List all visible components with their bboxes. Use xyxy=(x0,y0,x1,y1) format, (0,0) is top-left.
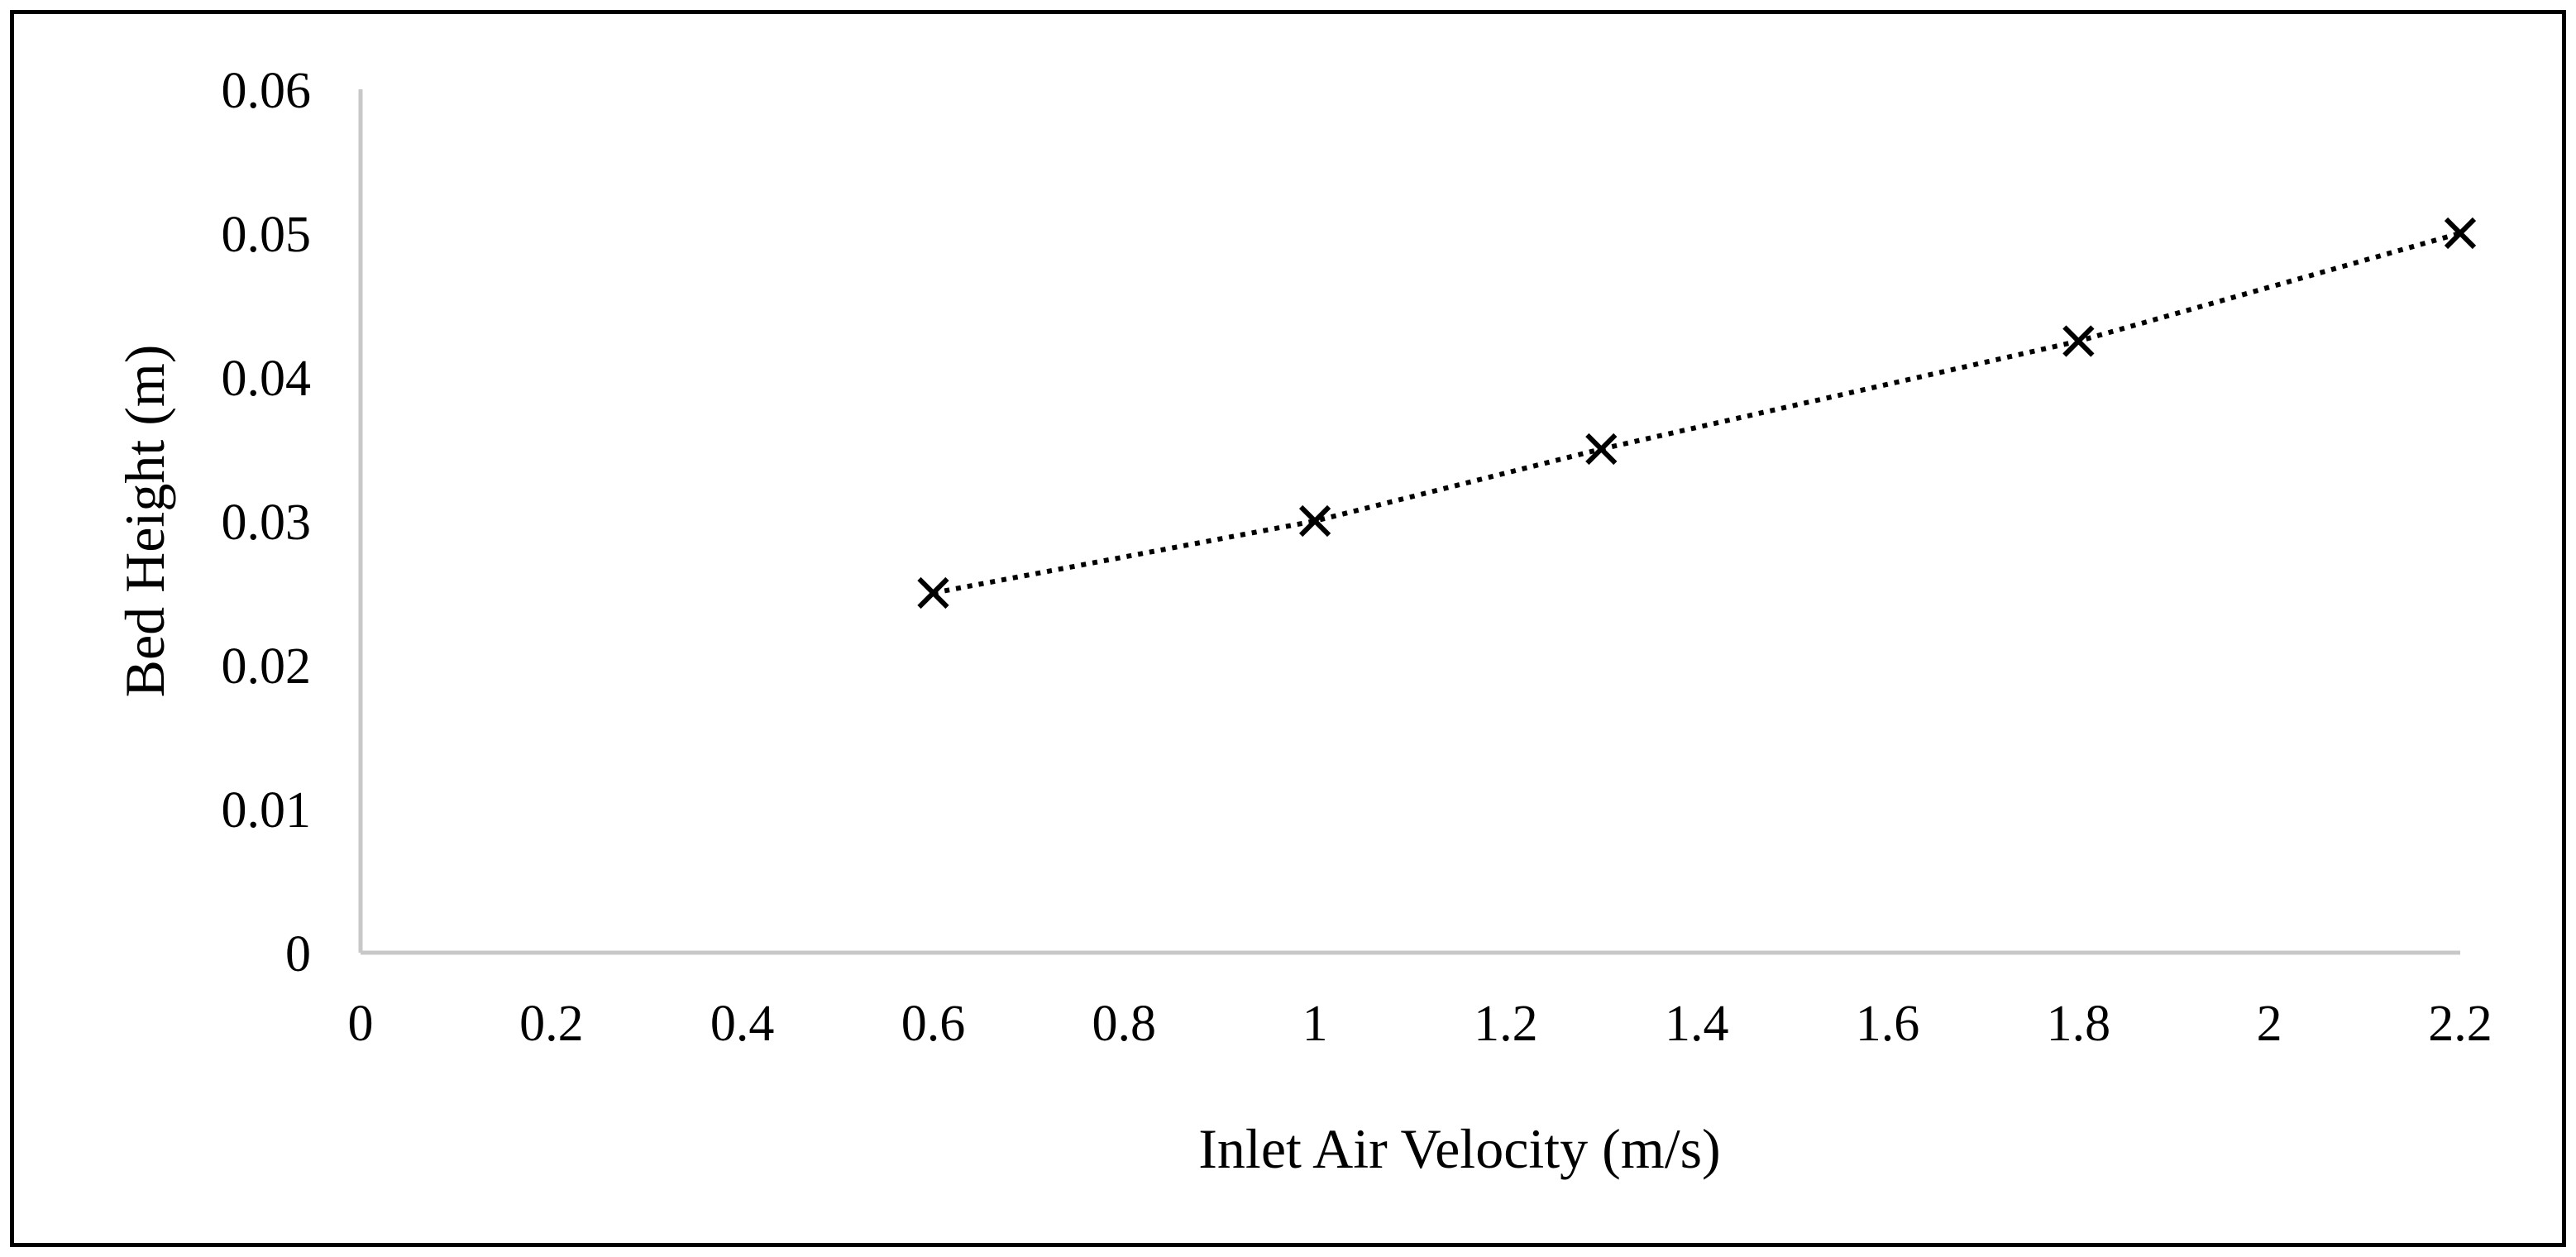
x-tick-label: 1 xyxy=(1302,996,1328,1052)
y-axis-title: Bed Height (m) xyxy=(113,345,176,698)
marker-stroke xyxy=(1585,433,1618,466)
x-tick-label: 0.6 xyxy=(901,996,966,1052)
x-axis-title: Inlet Air Velocity (m/s) xyxy=(1198,1117,1720,1180)
series-group xyxy=(917,217,2477,609)
x-tick-label: 1.8 xyxy=(2047,996,2111,1052)
x-tick-label: 0.8 xyxy=(1092,996,1157,1052)
chart-frame xyxy=(10,10,2566,1247)
y-tick-label: 0.06 xyxy=(222,63,312,119)
x-tick-label: 2 xyxy=(2257,996,2282,1052)
y-axis-ticks: 0 0.01 0.02 0.03 0.04 0.05 0.06 xyxy=(222,63,312,982)
x-tick-label: 0.2 xyxy=(519,996,584,1052)
x-tick-label: 2.2 xyxy=(2428,996,2492,1052)
axes xyxy=(358,89,2460,955)
x-tick-label: 1.6 xyxy=(1856,996,1920,1052)
data-point-marker xyxy=(1298,504,1331,538)
y-tick-label: 0.05 xyxy=(222,207,312,263)
marker-stroke xyxy=(2062,325,2095,357)
data-point-marker xyxy=(2062,325,2095,357)
x-tick-label: 0 xyxy=(348,996,374,1052)
x-axis-ticks: 0 0.2 0.4 0.6 0.8 1 1.2 1.4 1.6 1.8 2 2.2 xyxy=(348,996,2492,1052)
series-line xyxy=(932,231,2461,595)
data-point-marker xyxy=(917,576,949,609)
data-point-marker xyxy=(2444,217,2477,250)
y-tick-label: 0.04 xyxy=(222,351,312,407)
x-tick-label: 1.2 xyxy=(1474,996,1538,1052)
y-tick-label: 0 xyxy=(285,926,311,982)
y-tick-label: 0.02 xyxy=(222,638,312,695)
y-tick-label: 0.01 xyxy=(222,782,312,839)
marker-stroke xyxy=(2444,217,2477,250)
marker-stroke xyxy=(917,576,949,609)
x-tick-label: 0.4 xyxy=(710,996,775,1052)
data-point-marker xyxy=(1585,433,1618,466)
marker-stroke xyxy=(1298,504,1331,538)
y-tick-label: 0.03 xyxy=(222,495,312,551)
x-tick-label: 1.4 xyxy=(1665,996,1729,1052)
